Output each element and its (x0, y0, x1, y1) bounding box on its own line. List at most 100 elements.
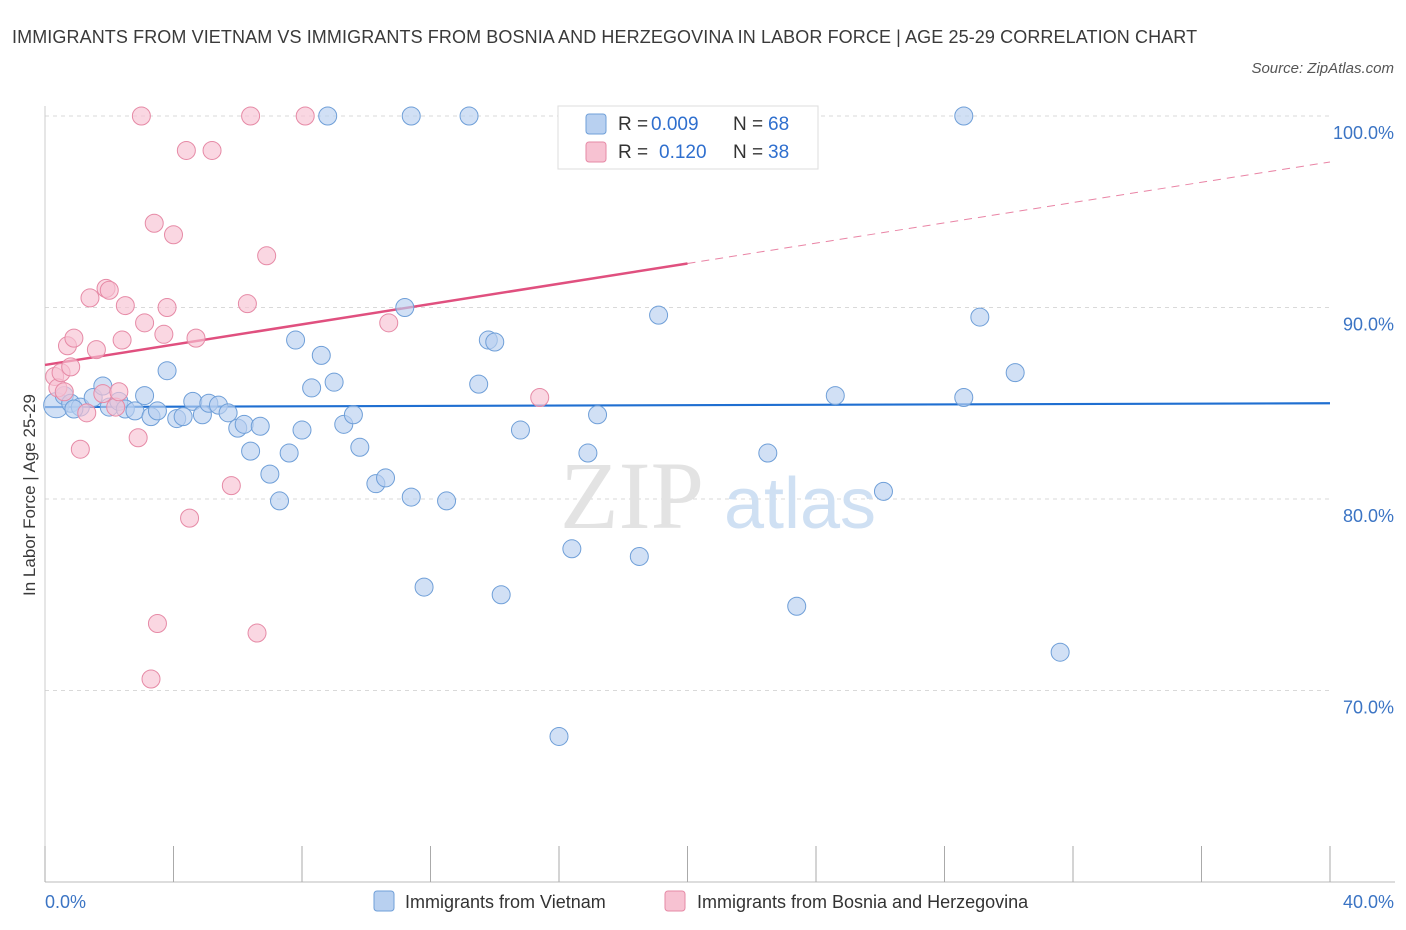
data-point (157, 361, 177, 381)
data-point (459, 106, 479, 126)
data-point (93, 384, 113, 404)
data-point (164, 225, 183, 245)
data-point (510, 420, 530, 440)
data-point (1050, 642, 1070, 662)
y-tick-label: 80.0% (1343, 506, 1394, 526)
legend-swatch-pink (585, 141, 607, 163)
data-point (54, 382, 74, 402)
data-point (414, 577, 434, 597)
data-point (401, 487, 421, 507)
data-point (295, 106, 315, 126)
data-point (629, 546, 649, 566)
data-point (64, 328, 84, 348)
data-point (221, 476, 241, 496)
data-point (144, 213, 164, 233)
y-tick-labels: 70.0% 80.0% 90.0% 100.0% (1333, 123, 1394, 718)
data-point (469, 374, 489, 394)
data-point (241, 441, 261, 461)
y-axis-label: In Labor Force | Age 25-29 (20, 394, 39, 596)
data-point (135, 386, 155, 406)
data-point (970, 307, 990, 327)
data-point (154, 324, 174, 344)
data-point (176, 140, 196, 160)
data-point (77, 403, 97, 423)
data-point (180, 508, 200, 528)
legend-top: R = 0.009 N = 68 R = 0.120 N = 38 (557, 105, 819, 170)
legend-n-value: 68 (768, 114, 789, 135)
data-point (530, 388, 550, 408)
legend-bottom-label: Immigrants from Bosnia and Herzegovina (697, 892, 1029, 912)
data-point (218, 403, 238, 423)
data-point (395, 298, 415, 317)
legend-n-value: 38 (768, 142, 789, 163)
legend-bottom-swatch-pink (664, 890, 686, 912)
data-point (257, 246, 277, 266)
data-point (250, 416, 270, 436)
data-point (311, 345, 331, 365)
y-tick-label: 100.0% (1333, 123, 1394, 143)
legend-r-value: 0.009 (651, 114, 699, 135)
legend-r-label: R = (618, 114, 648, 135)
data-point (270, 491, 290, 511)
chart-title: IMMIGRANTS FROM VIETNAM VS IMMIGRANTS FR… (12, 27, 1198, 47)
legend-bottom-swatch-blue (373, 890, 395, 912)
data-point (234, 414, 254, 434)
data-point (825, 386, 845, 406)
data-point (141, 669, 161, 689)
data-point (286, 330, 306, 350)
axes (44, 106, 1395, 883)
data-point (80, 288, 100, 308)
data-point (115, 296, 135, 316)
legend-n-label: N = (733, 114, 763, 135)
legend-n-label: N = (733, 142, 763, 163)
trend-line-extension (687, 161, 1331, 264)
data-point (241, 106, 261, 126)
data-point (147, 401, 167, 421)
y-tick-label: 90.0% (1343, 315, 1394, 335)
data-point (379, 313, 399, 333)
data-point (485, 332, 505, 352)
data-point (279, 443, 299, 463)
legend-r-value: 0.120 (659, 142, 707, 163)
legend-r-label: R = (618, 142, 648, 163)
data-point (549, 726, 569, 746)
legend-bottom: Immigrants from Vietnam Immigrants from … (373, 890, 1029, 912)
data-point (401, 106, 421, 126)
data-point (787, 596, 807, 616)
data-point (237, 294, 257, 314)
data-point (186, 328, 206, 348)
data-point (302, 378, 322, 398)
data-point (112, 330, 132, 350)
watermark: ZIP atlas (560, 442, 876, 549)
data-point (292, 420, 312, 440)
data-point (324, 372, 344, 392)
data-point (1005, 363, 1025, 383)
data-point (173, 407, 193, 427)
data-point (954, 388, 974, 408)
data-point (873, 481, 893, 501)
source-label: Source: ZipAtlas.com (1251, 60, 1394, 77)
data-point (147, 613, 167, 633)
data-point (157, 298, 177, 317)
data-point (247, 623, 267, 643)
data-point (106, 397, 126, 417)
data-point (128, 428, 148, 448)
legend-bottom-label: Immigrants from Vietnam (405, 892, 606, 912)
data-point (86, 340, 106, 360)
data-point (588, 405, 608, 425)
data-point (260, 464, 280, 484)
data-point (343, 405, 363, 425)
data-point (649, 305, 669, 325)
trend-lines (44, 161, 1331, 409)
data-point (376, 468, 396, 488)
data-point (125, 401, 145, 421)
x-tick-label-max: 40.0% (1343, 892, 1394, 912)
trend-line (44, 262, 688, 367)
x-tick-label-min: 0.0% (45, 892, 86, 912)
data-point (61, 357, 81, 377)
data-point (131, 106, 151, 126)
data-point (758, 443, 778, 463)
data-points (43, 106, 1070, 746)
y-tick-label: 70.0% (1343, 698, 1394, 718)
